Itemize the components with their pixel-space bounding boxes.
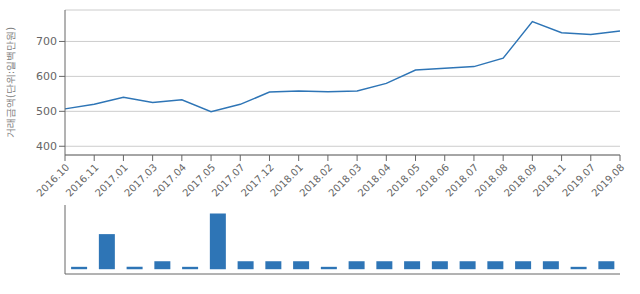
svg-text:2018.02: 2018.02 xyxy=(297,161,335,199)
svg-text:2018.08: 2018.08 xyxy=(472,161,510,199)
svg-text:2018.05: 2018.05 xyxy=(384,161,422,199)
svg-text:600: 600 xyxy=(36,70,57,83)
svg-text:2018.09: 2018.09 xyxy=(501,161,539,199)
svg-text:2016.10: 2016.10 xyxy=(34,161,72,199)
svg-text:2016.11: 2016.11 xyxy=(63,161,101,199)
svg-text:700: 700 xyxy=(36,35,57,48)
svg-text:2017.07: 2017.07 xyxy=(209,161,247,199)
svg-text:2017.01: 2017.01 xyxy=(92,161,130,199)
svg-text:500: 500 xyxy=(36,105,57,118)
svg-text:2019.08: 2019.08 xyxy=(589,162,626,199)
svg-text:거래금액(단위:일백만원): 거래금액(단위:일백만원) xyxy=(8,27,16,138)
svg-text:2019.07: 2019.07 xyxy=(560,161,598,199)
svg-text:2018.04: 2018.04 xyxy=(355,161,393,199)
svg-text:2018.01: 2018.01 xyxy=(268,161,306,199)
svg-text:2018.03: 2018.03 xyxy=(326,161,364,199)
svg-text:2018.07: 2018.07 xyxy=(443,161,481,199)
svg-text:2018.06: 2018.06 xyxy=(414,161,452,199)
svg-text:2017.05: 2017.05 xyxy=(180,161,218,199)
svg-text:2017.04: 2017.04 xyxy=(151,161,189,199)
svg-text:2017.12: 2017.12 xyxy=(238,161,276,199)
svg-text:2018.11: 2018.11 xyxy=(531,161,568,199)
svg-text:400: 400 xyxy=(36,140,57,153)
svg-text:2017.03: 2017.03 xyxy=(122,161,160,199)
